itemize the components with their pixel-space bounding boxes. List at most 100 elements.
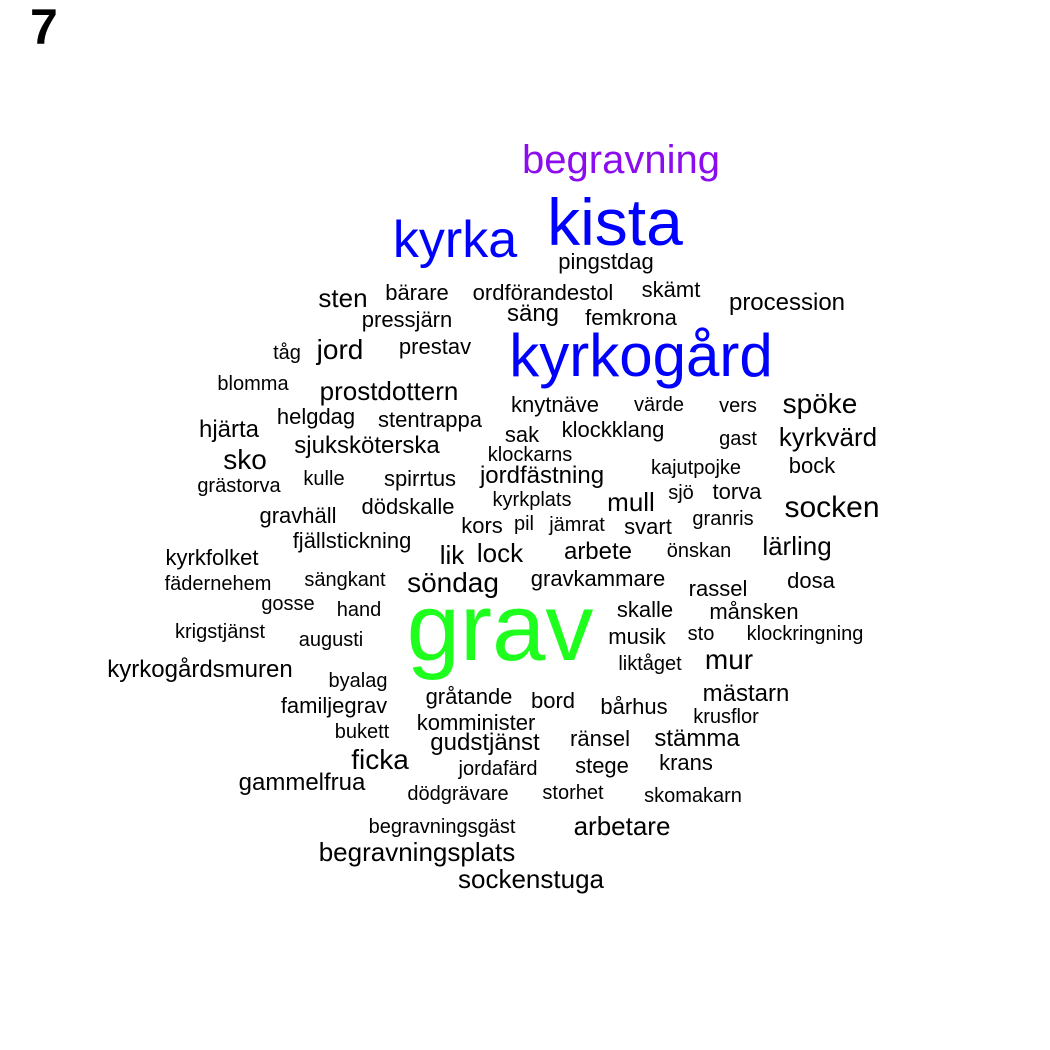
cloud-word: bukett xyxy=(334,721,390,743)
cloud-word: liktåget xyxy=(618,653,682,675)
cloud-word: klockklang xyxy=(561,417,665,442)
cloud-word: fädernehem xyxy=(164,573,272,595)
cloud-word: kulle xyxy=(303,468,345,490)
cloud-word: ränsel xyxy=(570,726,630,751)
cloud-word: dödgrävare xyxy=(407,783,509,805)
cloud-word: sockenstuga xyxy=(458,864,604,894)
cloud-word: socken xyxy=(784,491,880,524)
cloud-word: bock xyxy=(788,453,836,478)
cloud-word: sjuksköterska xyxy=(294,432,440,459)
cloud-word: femkrona xyxy=(585,305,677,330)
cloud-word: tåg xyxy=(273,342,301,364)
cloud-word: knytnäve xyxy=(510,392,600,417)
cloud-word: ficka xyxy=(351,744,409,775)
cloud-word: pressjärn xyxy=(361,307,453,332)
cloud-word: sto xyxy=(687,623,715,645)
cloud-word: prestav xyxy=(398,334,472,359)
cloud-word: byalag xyxy=(328,670,388,692)
cloud-word: gråtande xyxy=(425,684,513,709)
cloud-word: jämrat xyxy=(549,514,605,536)
cloud-word: grästorva xyxy=(197,475,281,497)
cloud-word: gast xyxy=(719,428,757,450)
cloud-word: bärare xyxy=(385,280,449,305)
cloud-word: klockringning xyxy=(746,623,864,645)
cloud-word: värde xyxy=(633,394,685,416)
cloud-word: lärling xyxy=(762,531,832,561)
cloud-word: begravning xyxy=(522,138,720,182)
cloud-word: begravningsgäst xyxy=(368,816,516,838)
cloud-word: arbete xyxy=(563,538,633,565)
cloud-word: prostdottern xyxy=(319,376,459,406)
cloud-word: sjö xyxy=(668,482,694,504)
cloud-word: kors xyxy=(461,513,503,538)
cloud-word: jordfästning xyxy=(479,462,605,489)
cloud-word: torva xyxy=(712,479,762,504)
cloud-word: sten xyxy=(318,283,368,313)
cloud-word: krigstjänst xyxy=(174,621,266,643)
cloud-word: gravkammare xyxy=(530,566,666,591)
cloud-word: gosse xyxy=(261,593,315,615)
cloud-word: bord xyxy=(530,688,576,713)
cloud-word: skomakarn xyxy=(644,785,742,807)
cloud-word: stämma xyxy=(654,725,740,752)
cloud-word: kajutpojke xyxy=(650,457,742,479)
cloud-word: sak xyxy=(504,422,540,447)
cloud-word: spöke xyxy=(782,388,858,419)
cloud-word: rassel xyxy=(688,576,748,601)
cloud-word: önskan xyxy=(666,540,732,562)
cloud-word: mull xyxy=(607,487,655,517)
cloud-word: skämt xyxy=(641,277,701,302)
cloud-word: kyrka xyxy=(392,211,518,269)
cloud-word: svart xyxy=(624,514,672,539)
cloud-word: hand xyxy=(336,599,382,621)
cloud-word: dödskalle xyxy=(361,494,455,519)
cloud-word: familjegrav xyxy=(280,693,388,718)
cloud-word: augusti xyxy=(298,629,364,651)
cloud-word: hjärta xyxy=(198,416,260,443)
cloud-word: lik xyxy=(439,540,465,570)
cloud-word: arbetare xyxy=(573,811,671,841)
cloud-word: sängkant xyxy=(304,569,386,591)
cloud-word: jord xyxy=(316,334,364,365)
cloud-word: storhet xyxy=(542,782,604,804)
cloud-word: kyrkogård xyxy=(509,322,773,389)
cloud-word: kyrkplats xyxy=(492,489,572,511)
cloud-word: gammelfrua xyxy=(238,769,366,796)
cloud-word: kyrkvärd xyxy=(778,422,878,452)
cloud-word: månsken xyxy=(709,599,799,624)
cloud-word: skalle xyxy=(616,597,674,622)
cloud-word: bårhus xyxy=(600,694,668,719)
cloud-word: lock xyxy=(476,538,524,568)
cloud-word: kyrkogårdsmuren xyxy=(107,656,293,683)
cloud-word: pil xyxy=(513,513,535,535)
cloud-word: söndag xyxy=(407,567,499,598)
cloud-word: ordförandestol xyxy=(472,280,614,305)
cloud-word: klockarns xyxy=(487,444,573,466)
cloud-word: blomma xyxy=(217,373,289,395)
cloud-word: pingstdag xyxy=(558,249,654,274)
cloud-word: procession xyxy=(728,289,846,316)
cloud-word: stege xyxy=(575,753,629,778)
cloud-word: grav xyxy=(406,574,594,681)
cloud-word: kyrkfolket xyxy=(165,545,259,570)
cloud-word: spirrtus xyxy=(383,466,457,491)
cloud-word: gudstjänst xyxy=(430,729,540,756)
cloud-word: fjällstickning xyxy=(292,528,412,553)
cloud-word: krans xyxy=(659,750,713,775)
cloud-word: sko xyxy=(223,444,267,475)
cloud-word: krusflor xyxy=(693,706,759,728)
cloud-word: kista xyxy=(547,185,683,259)
cloud-word: jordafärd xyxy=(458,758,538,780)
cloud-word: vers xyxy=(719,395,757,417)
cloud-word: stentrappa xyxy=(378,407,482,432)
cloud-word: gravhäll xyxy=(259,503,337,528)
cloud-word: musik xyxy=(608,624,666,649)
cloud-word: mästarn xyxy=(702,680,790,707)
cloud-word: komminister xyxy=(416,710,536,735)
cloud-word: helgdag xyxy=(276,404,356,429)
cloud-word: säng xyxy=(506,300,560,327)
cloud-word: begravningsplats xyxy=(318,837,516,867)
cloud-word: dosa xyxy=(787,568,835,593)
cloud-word: granris xyxy=(692,508,754,530)
